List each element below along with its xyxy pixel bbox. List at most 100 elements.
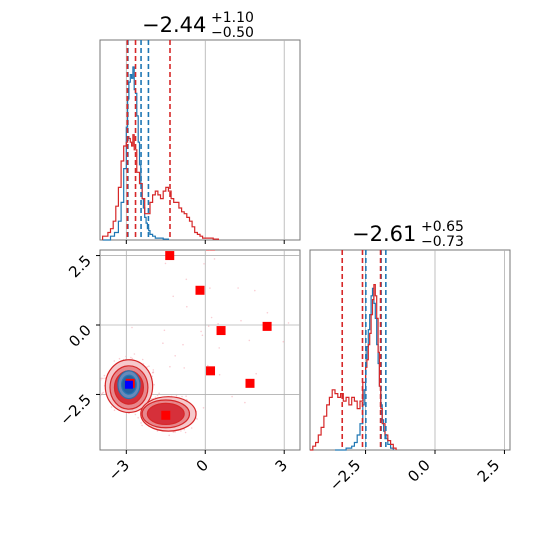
sample-point: [174, 245, 176, 247]
sample-point: [282, 340, 285, 343]
sample-point: [183, 367, 185, 369]
x-tick-label-1: 0: [193, 456, 212, 475]
sample-point: [131, 326, 133, 329]
sample-point: [118, 357, 121, 360]
sample-point: [201, 334, 204, 337]
axes-frame: [309, 249, 511, 451]
sample-point: [175, 395, 178, 397]
sample-point: [184, 431, 187, 434]
sample-point: [137, 416, 139, 419]
sample-point: [156, 430, 159, 432]
sample-point: [102, 377, 104, 380]
sample-point: [168, 434, 170, 437]
sample-point: [100, 377, 103, 380]
sample-point: [240, 319, 242, 322]
y-tick-label-1: 0.0: [65, 321, 95, 351]
marginal-histogram-x: −2.44 +1.10 −0.50: [99, 10, 301, 244]
red-square-marker-7: [161, 410, 171, 420]
sample-point: [181, 395, 183, 398]
sample-point: [113, 360, 116, 362]
sample-point: [213, 258, 216, 260]
sample-point: [237, 287, 239, 289]
sample-point: [134, 413, 137, 416]
sample-point: [152, 371, 154, 374]
sample-point: [146, 366, 148, 368]
sample-point: [141, 424, 143, 427]
sample-point: [154, 396, 157, 399]
sample-point: [153, 383, 155, 386]
sample-point: [218, 373, 221, 376]
sample-point: [210, 316, 213, 319]
sample-point: [148, 365, 150, 368]
sample-point: [209, 287, 211, 289]
sample-point: [248, 339, 251, 342]
sample-point: [207, 325, 210, 328]
axes-frame: [99, 249, 301, 451]
histogram-series-red: [310, 284, 397, 451]
sample-point: [172, 295, 174, 298]
title-median: −2.44: [142, 13, 206, 37]
sample-point: [113, 409, 116, 412]
sample-point: [183, 428, 186, 431]
red-square-marker-0: [165, 251, 175, 261]
sample-point: [131, 357, 134, 360]
sample-point: [140, 422, 142, 424]
sample-point: [130, 356, 132, 359]
sample-point: [100, 393, 103, 396]
sample-point: [141, 358, 144, 361]
sample-point: [133, 353, 136, 355]
sample-point: [200, 330, 202, 333]
sample-point: [218, 347, 220, 349]
sample-point: [110, 406, 113, 408]
x-tick-label-0: −2.5: [326, 456, 364, 494]
sample-point: [100, 379, 102, 381]
sample-point: [162, 342, 164, 345]
sample-point: [163, 329, 166, 332]
histogram-series-blue: [335, 287, 394, 451]
sample-point: [169, 365, 171, 368]
histogram-series-blue: [102, 66, 169, 241]
red-square-marker-3: [216, 326, 226, 336]
sample-point: [172, 431, 175, 433]
blue-square-marker-0: [124, 380, 133, 389]
sample-point: [180, 430, 182, 432]
sample-point: [207, 364, 209, 367]
sample-point: [217, 323, 219, 325]
red-square-marker-1: [206, 250, 216, 251]
sample-point: [174, 355, 176, 357]
sample-point: [158, 392, 160, 395]
sample-point: [185, 395, 187, 398]
sample-point: [203, 263, 205, 265]
red-square-marker-5: [206, 366, 216, 376]
y-tick-label-2: 2.5: [65, 252, 95, 282]
title-lower: −0.50: [211, 25, 254, 41]
x-tick-label-2: 3: [272, 456, 291, 475]
sample-point: [125, 355, 127, 358]
title-upper: +0.65: [421, 219, 464, 235]
y-tick-label-0: −2.5: [56, 391, 94, 429]
x-tick-label-2: 2.5: [474, 456, 504, 486]
x-tick-label-0: −3: [105, 456, 133, 484]
sample-point: [174, 431, 176, 433]
sample-point: [190, 427, 193, 429]
sample-point: [156, 394, 159, 397]
histogram-series-red: [102, 134, 219, 240]
sample-point: [202, 407, 205, 409]
title-median: −2.61: [352, 222, 416, 246]
sample-point: [254, 289, 256, 292]
sample-point: [152, 369, 155, 371]
sample-point: [255, 372, 257, 375]
sample-point: [164, 262, 167, 265]
sample-point: [185, 278, 188, 281]
title-upper: +1.10: [211, 10, 254, 26]
joint-contour-panel: −3 0 3 −2.5 0.0 2.5: [56, 245, 301, 484]
sample-point: [101, 392, 104, 395]
red-square-marker-4: [262, 321, 272, 331]
sample-point: [186, 305, 188, 308]
red-square-marker-6: [245, 378, 255, 388]
sample-point: [103, 374, 106, 377]
marginal-histogram-y: −2.5 0.0 2.5 −2.61 +0.65 −0.73: [309, 219, 511, 495]
sample-point: [244, 401, 246, 404]
x-tick-label-1: 0.0: [404, 456, 434, 486]
